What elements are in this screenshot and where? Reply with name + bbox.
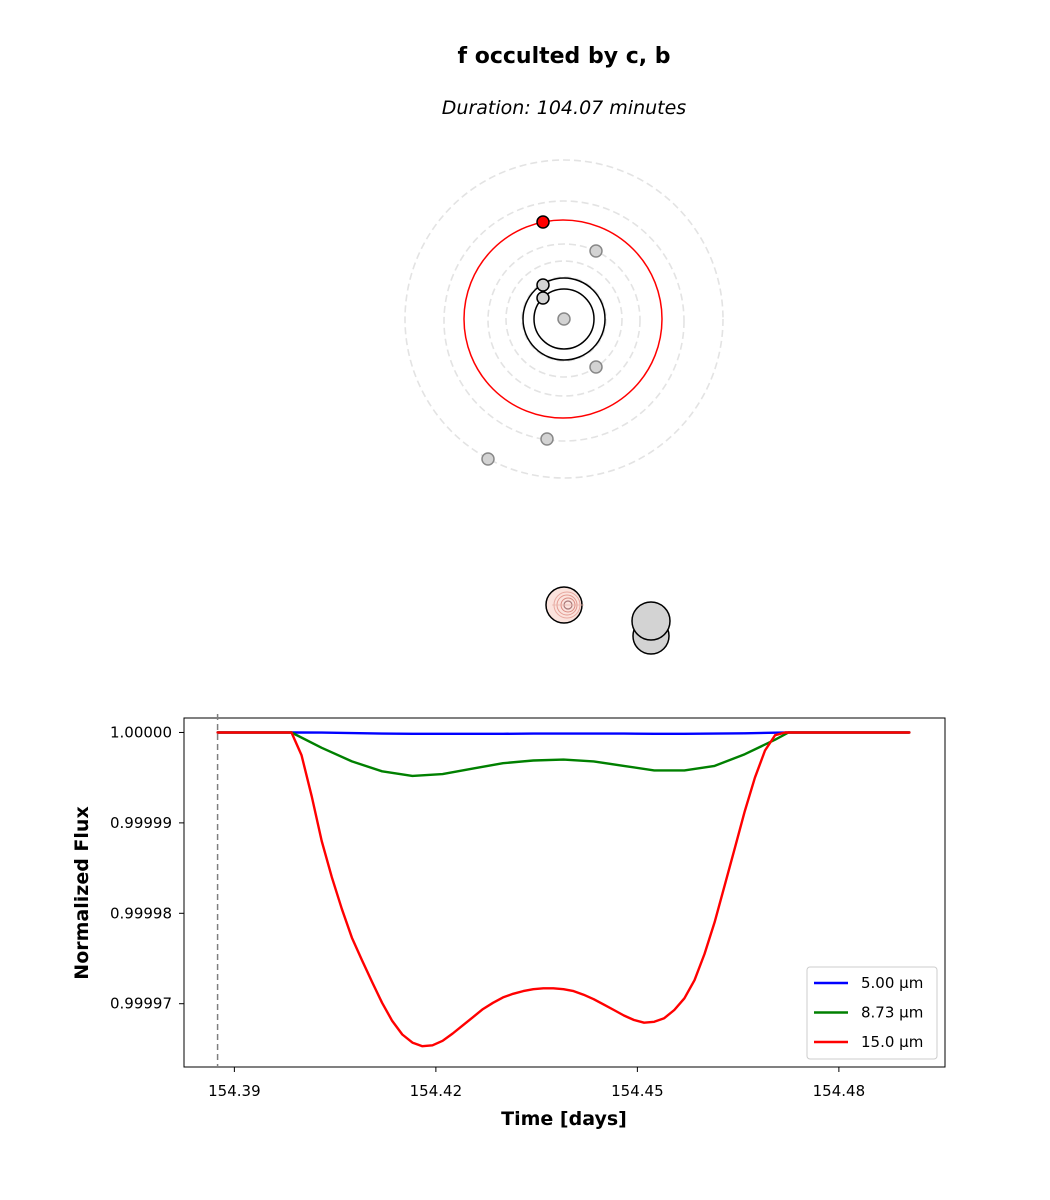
occulted-planet-orbit bbox=[463, 219, 663, 419]
orbit-ring bbox=[521, 276, 607, 362]
x-tick-label: 154.42 bbox=[410, 1082, 463, 1100]
series-layer bbox=[216, 731, 911, 1048]
planet-marker bbox=[540, 432, 554, 446]
orbit-ring bbox=[443, 200, 685, 442]
series-line bbox=[216, 731, 911, 1048]
legend-label: 15.0 μm bbox=[861, 1033, 923, 1051]
occultor-orbit bbox=[533, 288, 595, 350]
occulted-planet-marker bbox=[536, 215, 550, 229]
outer-orbit bbox=[404, 159, 724, 479]
occultor-orbit bbox=[522, 277, 606, 361]
occultor-marker bbox=[536, 278, 550, 292]
y-axis-ticks: 0.99997 0.99998 0.99999 1.00000 bbox=[110, 723, 184, 1013]
x-tick-label: 154.48 bbox=[813, 1082, 866, 1100]
star-marker bbox=[557, 312, 571, 326]
x-axis-label: Time [days] bbox=[501, 1108, 627, 1130]
occultor-marker bbox=[536, 291, 550, 305]
x-axis-ticks: 154.39 154.42 154.45 154.48 bbox=[208, 1067, 865, 1100]
x-tick-label: 154.45 bbox=[611, 1082, 664, 1100]
y-tick-label: 1.00000 bbox=[110, 723, 172, 741]
planet-marker bbox=[589, 244, 603, 258]
y-tick-label: 0.99998 bbox=[110, 904, 172, 922]
legend-box bbox=[806, 966, 938, 1060]
series-line bbox=[216, 731, 911, 778]
figure-subtitle: Duration: 104.07 minutes bbox=[442, 97, 686, 119]
orbit-ring bbox=[505, 260, 623, 378]
legend-label: 5.00 μm bbox=[861, 974, 923, 992]
light-curve-chart: 154.39 154.42 154.45 154.48 0.999970.999980… bbox=[71, 714, 946, 1130]
occultor-disk bbox=[631, 601, 671, 641]
x-tick-label: 154.39 bbox=[208, 1082, 261, 1100]
y-tick-label: 0.99997 bbox=[110, 995, 172, 1013]
planet-marker bbox=[589, 360, 603, 374]
planet-marker bbox=[481, 452, 495, 466]
legend-label: 8.73 μm bbox=[861, 1004, 923, 1022]
y-axis-label: Normalized Flux bbox=[71, 806, 93, 979]
orbit-ring bbox=[487, 243, 641, 397]
legend: 5.00 μm 8.73 μm 15.0 μm bbox=[806, 966, 938, 1060]
orbit-view bbox=[404, 159, 724, 479]
figure-title: f occulted by c, b bbox=[457, 44, 670, 69]
occultation-sky-view bbox=[545, 586, 671, 655]
y-tick-label: 0.99999 bbox=[110, 814, 172, 832]
series-line bbox=[216, 731, 911, 735]
